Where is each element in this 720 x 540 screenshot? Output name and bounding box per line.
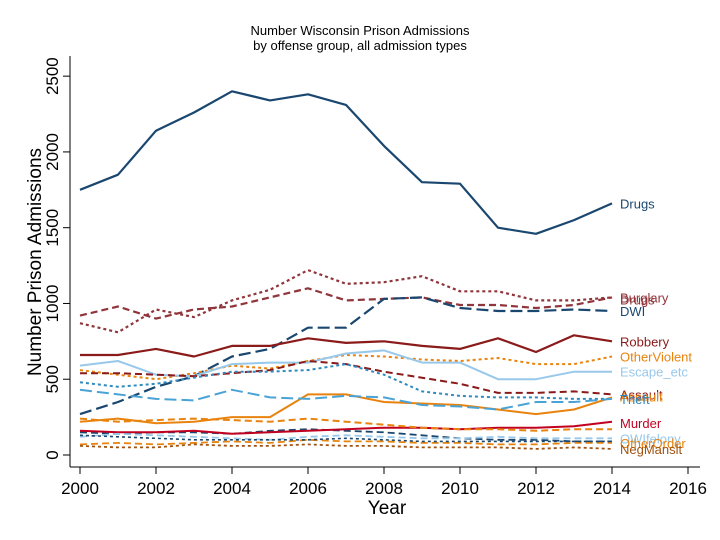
series-end-label: OtherOrder [620,436,686,451]
y-axis-label: Number Prison Admissions [25,148,46,376]
x-ticks: 2000 2002 2004 2006 2008 2010 2012 2014 2016 [61,467,707,498]
y-ticks: 0 500 1000 1500 2000 2500 [43,57,70,460]
chart-title: Number Wisconsin Prison Admissions [251,23,470,38]
y-tick-label: 1000 [43,285,62,323]
y-tick-label: 500 [43,365,62,393]
series-end-labels: DrugsBurglaryDrugsDWIRobberyOtherViolent… [620,196,692,457]
series-line [79,420,613,435]
y-tick-label: 2000 [43,133,62,171]
x-tick-label: 2016 [669,479,707,498]
series-line [79,287,613,320]
series-line [79,296,613,416]
series-line [79,393,613,425]
x-tick-label: 2008 [365,479,403,498]
series-line [79,90,613,235]
x-tick-label: 2014 [593,479,631,498]
series-end-label: Assault [620,390,663,405]
series-end-label: NegManslt [620,442,683,457]
series-end-label: OtherViolent [620,350,692,365]
series-end-label: Drugs [620,293,655,308]
x-tick-label: 2000 [61,479,99,498]
series-end-label: Robbery [620,334,670,349]
series-end-label: Assault [620,387,663,402]
series-line [79,432,612,441]
series-end-label: Escape_etc [620,365,688,380]
series-line [79,417,612,432]
series-end-label: Drugs [620,196,655,211]
y-tick-label: 2500 [43,57,62,95]
chart-subtitle: by offense group, all admission types [253,38,467,53]
series-line [79,434,612,443]
series-end-label: Burglary [620,290,669,305]
series-line [80,334,613,358]
series-line [79,443,613,450]
x-tick-label: 2004 [213,479,251,498]
series-end-label: Theft [620,392,650,407]
y-tick-label: 1500 [43,209,62,247]
series-line [80,360,613,396]
x-axis-label: Year [368,498,407,519]
x-tick-label: 2012 [517,479,555,498]
x-tick-label: 2006 [289,479,327,498]
series-line [79,438,612,446]
series-end-label: OWIfelony [620,431,681,446]
x-tick-label: 2002 [137,479,175,498]
series-line [79,363,612,400]
series-lines [79,90,613,450]
x-tick-label: 2010 [441,479,479,498]
series-end-label: DWI [620,304,645,319]
y-tick-label: 0 [43,450,62,459]
series-line [79,388,613,411]
series-line [79,269,613,334]
series-end-label: Murder [620,416,662,431]
